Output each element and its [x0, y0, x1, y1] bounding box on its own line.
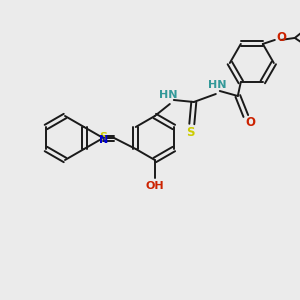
Text: O: O — [246, 116, 256, 130]
Text: HN: HN — [159, 90, 177, 100]
Text: S: S — [187, 125, 195, 139]
Text: HN: HN — [208, 80, 226, 90]
Text: OH: OH — [146, 181, 164, 191]
Text: S: S — [99, 132, 107, 142]
Text: N: N — [100, 135, 109, 145]
Text: O: O — [277, 32, 287, 44]
